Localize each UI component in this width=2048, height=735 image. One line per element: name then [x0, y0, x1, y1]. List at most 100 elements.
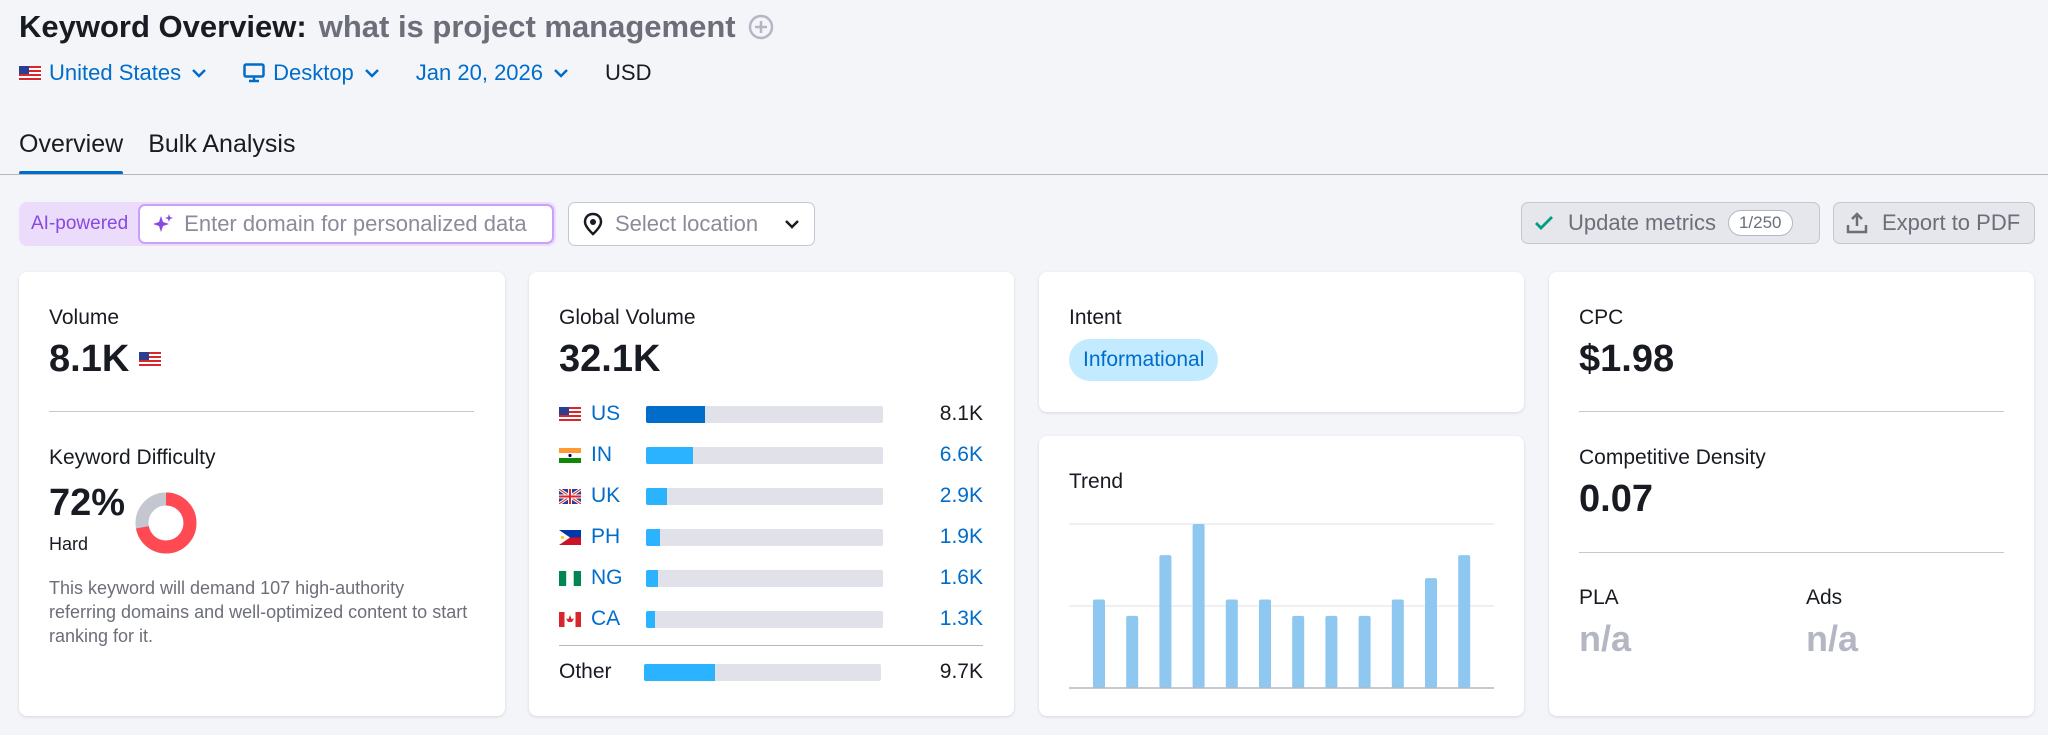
trend-bar[interactable] [1225, 599, 1238, 688]
update-metrics-label: Update metrics [1568, 210, 1716, 235]
country-code[interactable]: IN [591, 443, 612, 466]
intent-label: Intent [1069, 306, 1122, 329]
us-flag-icon [139, 352, 162, 367]
intent-card: Intent Informational [1039, 272, 1524, 412]
country-code[interactable]: US [591, 402, 621, 425]
country-bar-fill [646, 610, 656, 628]
intent-badge[interactable]: Informational [1069, 339, 1219, 381]
chevron-down-icon [364, 69, 379, 78]
trend-bar[interactable] [1192, 524, 1205, 688]
trend-bar[interactable] [1126, 615, 1139, 688]
country-bar [646, 569, 883, 587]
country-volume[interactable]: 1.6K [939, 566, 983, 589]
kd-level: Hard [49, 534, 89, 554]
us-flag-icon [559, 406, 581, 422]
density-divider [1579, 552, 2004, 553]
page-header: Keyword Overview: what is project manage… [19, 6, 774, 48]
trend-bar[interactable] [1391, 599, 1404, 688]
location-select[interactable]: Select location [568, 202, 815, 246]
india-flag-icon [559, 447, 581, 463]
us-flag-icon [19, 65, 41, 81]
tab-bulk-analysis[interactable]: Bulk Analysis [148, 130, 296, 158]
nigeria-flag-icon [559, 570, 581, 586]
canada-flag-icon [559, 611, 581, 627]
country-row-ph: PH 1.9K [559, 523, 983, 551]
chevron-down-icon [554, 69, 568, 78]
country-code[interactable]: NG [591, 566, 623, 589]
kd-donut-chart [135, 492, 197, 554]
trend-label: Trend [1069, 470, 1124, 493]
country-dropdown[interactable]: United States [19, 60, 207, 86]
page-title: Keyword Overview: [19, 9, 307, 44]
domain-input-box[interactable] [138, 204, 554, 244]
trend-card: Trend [1039, 436, 1524, 716]
country-bar [646, 528, 883, 546]
country-bar-fill [646, 569, 658, 587]
other-label: Other [559, 660, 612, 683]
update-metrics-button[interactable]: Update metrics 1/250 [1521, 202, 1820, 244]
kd-value: 72% [49, 482, 126, 524]
country-bar [646, 487, 883, 505]
chevron-down-icon [785, 220, 799, 229]
global-volume-card: Global Volume 32.1K US 8.1K IN 6.6K UK 2… [529, 272, 1014, 716]
country-volume[interactable]: 6.6K [939, 443, 983, 466]
date-dropdown[interactable]: Jan 20, 2026 [416, 60, 569, 86]
currency-label: USD [605, 60, 652, 85]
country-row-ng: NG 1.6K [559, 564, 983, 592]
trend-bar[interactable] [1425, 578, 1437, 688]
country-bar-fill [644, 663, 716, 681]
country-volume[interactable]: 1.3K [939, 607, 983, 630]
country-label: United States [49, 60, 182, 85]
country-code[interactable]: CA [591, 607, 621, 630]
trend-bar[interactable] [1458, 555, 1471, 688]
country-code[interactable]: PH [591, 525, 621, 548]
trend-bar[interactable] [1093, 599, 1105, 688]
global-volume-value: 32.1K [559, 338, 661, 380]
country-bar [646, 446, 883, 464]
device-label: Desktop [273, 60, 354, 85]
ai-powered-label: AI-powered [31, 213, 129, 234]
country-volume[interactable]: 2.9K [939, 484, 983, 507]
country-row-other: Other 9.7K [559, 658, 983, 686]
trend-bar[interactable] [1159, 555, 1172, 688]
device-dropdown[interactable]: Desktop [243, 60, 380, 86]
add-circle-icon[interactable] [748, 14, 774, 40]
volume-label: Volume [49, 306, 120, 329]
date-label: Jan 20, 2026 [415, 60, 544, 85]
country-bar-fill [646, 528, 661, 546]
ads-value: n/a [1806, 618, 1859, 659]
country-bar [644, 663, 881, 681]
cpc-divider [1579, 411, 2004, 412]
ads-label: Ads [1806, 586, 1843, 609]
country-row-ca: CA 1.3K [559, 605, 983, 633]
volume-value-row: 8.1K [49, 338, 162, 381]
trend-bar[interactable] [1259, 599, 1271, 688]
country-bar [646, 405, 883, 423]
country-volume: 8.1K [939, 402, 983, 425]
check-icon [1535, 216, 1553, 230]
pla-label: PLA [1579, 586, 1619, 609]
philippines-flag-icon [559, 529, 581, 545]
country-bar-fill [646, 446, 694, 464]
global-volume-label: Global Volume [559, 306, 696, 329]
trend-bar[interactable] [1325, 615, 1338, 688]
country-bar-fill [646, 405, 706, 423]
location-pin-icon [583, 212, 603, 236]
trend-bar[interactable] [1358, 615, 1371, 688]
trend-bar[interactable] [1292, 615, 1305, 688]
chevron-down-icon [192, 69, 206, 78]
volume-difficulty-card: Volume 8.1K Keyword Difficulty 72% Hard … [19, 272, 505, 716]
country-row-in: IN 6.6K [559, 441, 983, 469]
country-volume[interactable]: 1.9K [939, 525, 983, 548]
country-row-uk: UK 2.9K [559, 482, 983, 510]
upload-icon [1846, 212, 1868, 234]
domain-input[interactable] [184, 211, 545, 237]
trend-chart [1069, 523, 1494, 689]
country-code[interactable]: UK [591, 484, 621, 507]
update-count-badge: 1/250 [1727, 210, 1793, 236]
desktop-icon [243, 63, 265, 83]
competitive-density-label: Competitive Density [1579, 446, 1766, 469]
export-pdf-button[interactable]: Export to PDF [1833, 202, 2035, 244]
tab-overview[interactable]: Overview [19, 124, 124, 175]
kd-label: Keyword Difficulty [49, 446, 216, 469]
